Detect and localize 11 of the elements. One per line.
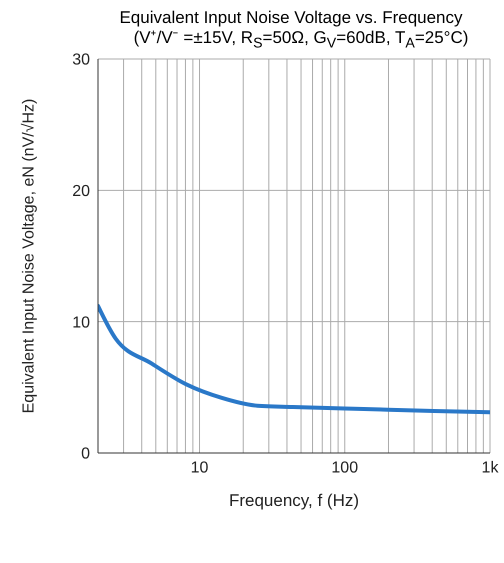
- y-tick-label: 10: [72, 314, 90, 332]
- chart-subtitle: (V⁺/V⁻ =±15V, R$_{S}$=50Ω, G$_{V}$=60dB, T$_{A}$=25°C): [132, 28, 470, 54]
- y-axis-title: Equivalent Input Noise Voltage, eN (nV/√Hz): [20, 99, 38, 414]
- x-tick-label: 100: [331, 460, 358, 477]
- y-tick-label: 30: [72, 52, 90, 70]
- x-axis-title: Frequency, f (Hz): [228, 491, 360, 510]
- chart-title: Equivalent Input Noise Voltage vs. Frequency: [118, 8, 464, 28]
- y-tick-label: 20: [72, 183, 90, 200]
- y-tick-label: 0: [81, 446, 90, 464]
- x-tick-label: 10: [190, 460, 209, 477]
- x-tick-label: 1k: [482, 460, 500, 477]
